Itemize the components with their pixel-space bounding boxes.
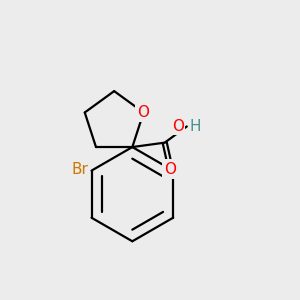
Text: Br: Br [72, 162, 88, 177]
Text: H: H [189, 119, 201, 134]
Text: O: O [138, 105, 150, 120]
Text: O: O [172, 119, 184, 134]
Text: O: O [165, 162, 177, 177]
